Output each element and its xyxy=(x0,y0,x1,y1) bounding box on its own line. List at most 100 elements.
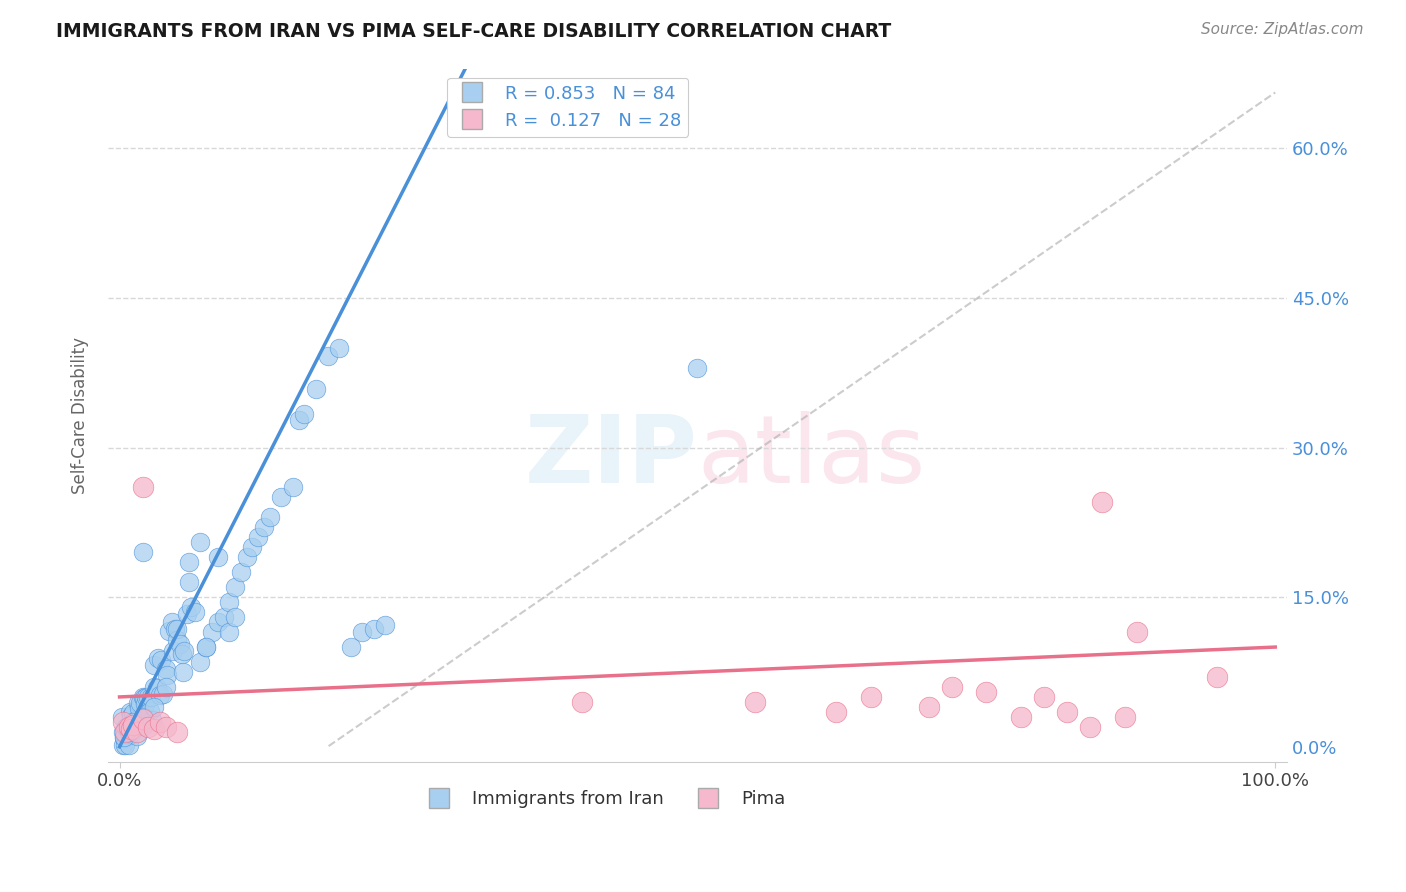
Point xyxy=(941,680,963,694)
Point xyxy=(253,520,276,534)
Point xyxy=(117,724,139,739)
Point xyxy=(122,718,145,732)
Point xyxy=(131,719,153,733)
Point xyxy=(143,658,166,673)
Point xyxy=(1091,495,1114,509)
Point xyxy=(132,691,155,706)
Point xyxy=(143,700,166,714)
Text: atlas: atlas xyxy=(697,410,925,503)
Point xyxy=(224,580,246,594)
Point xyxy=(125,724,148,739)
Point xyxy=(166,632,188,647)
Point xyxy=(139,690,162,704)
Point xyxy=(976,685,998,699)
Point xyxy=(112,730,135,744)
Point xyxy=(141,713,163,727)
Point xyxy=(143,680,166,694)
Point xyxy=(1125,625,1147,640)
Text: IMMIGRANTS FROM IRAN VS PIMA SELF-CARE DISABILITY CORRELATION CHART: IMMIGRANTS FROM IRAN VS PIMA SELF-CARE D… xyxy=(56,22,891,41)
Point xyxy=(177,555,200,569)
Point xyxy=(1206,670,1229,684)
Point xyxy=(125,729,148,743)
Point xyxy=(150,653,173,667)
Point xyxy=(149,688,172,702)
Point xyxy=(128,700,150,714)
Point xyxy=(111,724,134,739)
Point xyxy=(352,625,374,640)
Point xyxy=(281,480,304,494)
Text: ZIP: ZIP xyxy=(524,410,697,503)
Point xyxy=(120,722,142,736)
Point xyxy=(294,407,316,421)
Point xyxy=(1056,705,1078,719)
Point xyxy=(166,622,188,636)
Point xyxy=(229,566,252,580)
Point xyxy=(127,697,149,711)
Point xyxy=(111,714,134,729)
Point xyxy=(363,622,385,636)
Point xyxy=(160,615,183,629)
Point xyxy=(183,605,205,619)
Point xyxy=(287,413,309,427)
Point xyxy=(218,595,240,609)
Legend: Immigrants from Iran, Pima: Immigrants from Iran, Pima xyxy=(413,782,793,815)
Point xyxy=(135,690,157,704)
Point xyxy=(259,510,281,524)
Point xyxy=(120,727,142,741)
Point xyxy=(328,341,350,355)
Point xyxy=(218,625,240,640)
Point xyxy=(195,640,218,654)
Point xyxy=(201,625,224,640)
Point xyxy=(190,655,212,669)
Point xyxy=(112,731,135,745)
Point xyxy=(122,714,145,729)
Point xyxy=(825,705,848,719)
Point xyxy=(166,724,188,739)
Point xyxy=(156,668,179,682)
Point xyxy=(152,687,174,701)
Text: Source: ZipAtlas.com: Source: ZipAtlas.com xyxy=(1201,22,1364,37)
Point xyxy=(138,705,160,719)
Point xyxy=(247,530,270,544)
Point xyxy=(134,698,156,712)
Point xyxy=(129,696,152,710)
Point xyxy=(114,724,136,739)
Point xyxy=(155,662,177,676)
Point xyxy=(1080,720,1102,734)
Point xyxy=(195,640,218,654)
Point xyxy=(122,706,145,720)
Point xyxy=(145,681,167,695)
Point xyxy=(131,690,153,704)
Point xyxy=(190,535,212,549)
Point xyxy=(170,647,193,661)
Point xyxy=(316,349,339,363)
Point xyxy=(118,724,141,739)
Point xyxy=(224,610,246,624)
Point xyxy=(115,726,138,740)
Point xyxy=(115,720,138,734)
Point xyxy=(177,574,200,589)
Point xyxy=(149,714,172,729)
Y-axis label: Self-Care Disability: Self-Care Disability xyxy=(72,336,89,493)
Point xyxy=(118,705,141,719)
Point xyxy=(118,720,141,734)
Point xyxy=(131,545,153,559)
Point xyxy=(176,607,198,621)
Point xyxy=(155,680,177,694)
Point xyxy=(163,622,186,636)
Point xyxy=(114,723,136,737)
Point xyxy=(1114,710,1136,724)
Point xyxy=(118,738,141,752)
Point xyxy=(207,615,229,629)
Point xyxy=(212,610,235,624)
Point xyxy=(305,383,328,397)
Point xyxy=(173,644,195,658)
Point xyxy=(114,738,136,752)
Point xyxy=(120,709,142,723)
Point xyxy=(146,651,169,665)
Point xyxy=(235,550,257,565)
Point xyxy=(859,690,882,704)
Point xyxy=(744,695,766,709)
Point xyxy=(1033,690,1056,704)
Point xyxy=(155,720,177,734)
